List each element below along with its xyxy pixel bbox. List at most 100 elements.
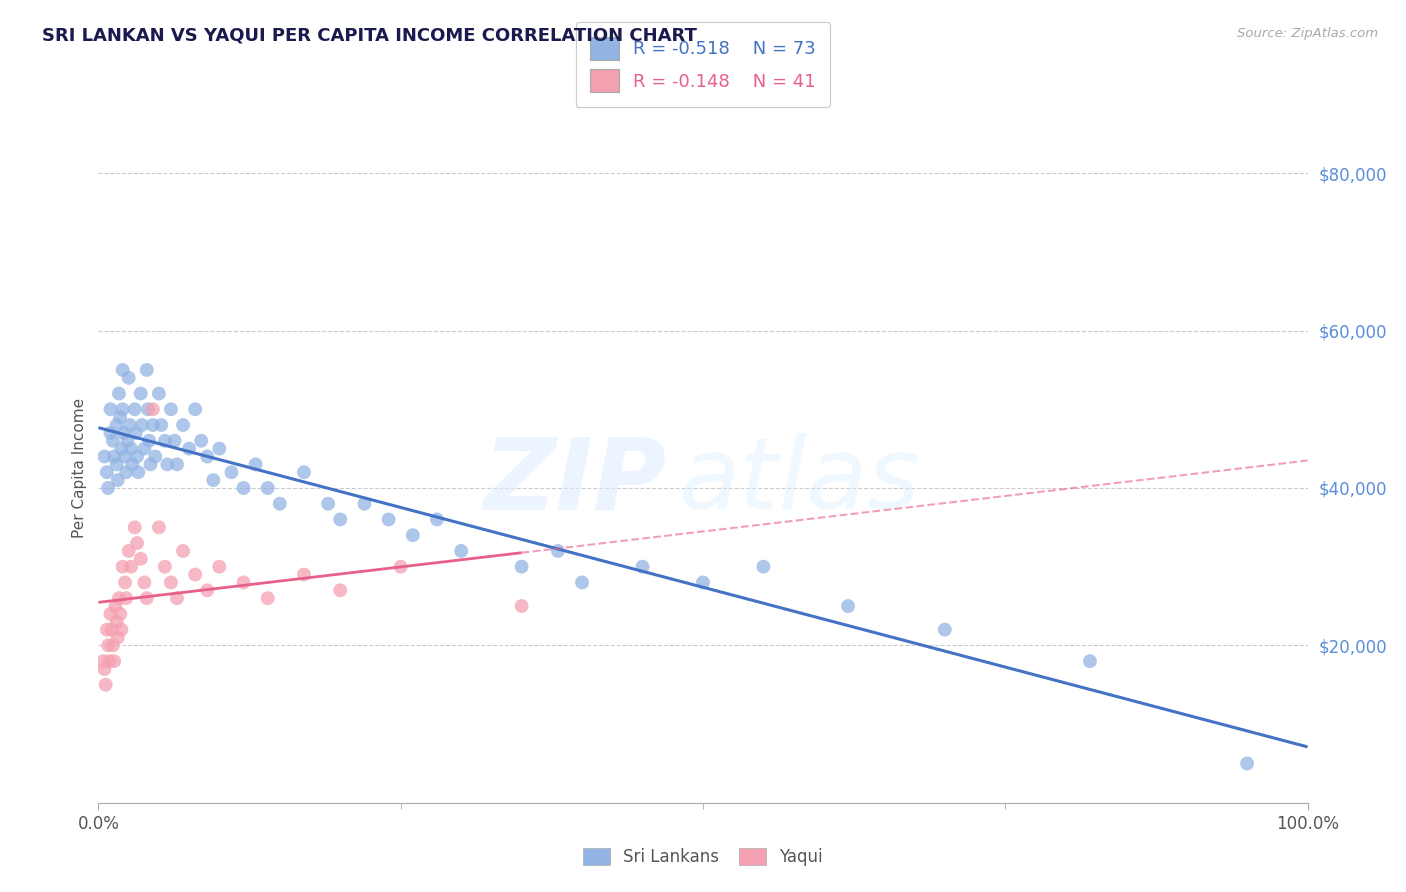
Legend: R = -0.518    N = 73, R = -0.148    N = 41: R = -0.518 N = 73, R = -0.148 N = 41 [575, 22, 831, 107]
Point [118, 371, 141, 385]
Point [110, 623, 132, 637]
Point [115, 591, 138, 606]
Point [97, 639, 120, 653]
Point [127, 450, 149, 464]
Point [510, 559, 533, 574]
Point [329, 583, 352, 598]
Point [143, 450, 166, 464]
Point [377, 512, 399, 526]
Point [134, 575, 156, 590]
Point [120, 442, 142, 456]
Point [256, 481, 278, 495]
Point [292, 567, 315, 582]
Point [160, 575, 183, 590]
Point [752, 559, 775, 574]
Point [631, 559, 654, 574]
Point [124, 402, 146, 417]
Y-axis label: Per Capita Income: Per Capita Income [72, 398, 87, 539]
Point [571, 575, 593, 590]
Point [105, 417, 128, 432]
Point [134, 442, 156, 456]
Point [426, 512, 449, 526]
Point [111, 402, 134, 417]
Point [114, 575, 136, 590]
Point [118, 417, 141, 432]
Point [124, 520, 146, 534]
Point [153, 434, 176, 448]
Point [202, 473, 225, 487]
Point [115, 465, 138, 479]
Point [91, 654, 114, 668]
Point [118, 544, 141, 558]
Point [150, 417, 173, 432]
Point [510, 599, 533, 613]
Point [547, 544, 569, 558]
Point [107, 473, 129, 487]
Point [94, 678, 117, 692]
Point [127, 465, 149, 479]
Point [353, 497, 375, 511]
Point [160, 402, 183, 417]
Point [96, 623, 118, 637]
Point [108, 410, 131, 425]
Legend: Sri Lankans, Yaqui: Sri Lankans, Yaqui [575, 840, 831, 875]
Point [100, 623, 122, 637]
Point [100, 425, 122, 440]
Point [148, 520, 170, 534]
Point [190, 434, 212, 448]
Point [172, 417, 194, 432]
Point [450, 544, 472, 558]
Point [127, 536, 149, 550]
Point [184, 402, 207, 417]
Point [166, 591, 188, 606]
Point [97, 481, 120, 495]
Point [232, 575, 254, 590]
Point [208, 442, 231, 456]
Point [121, 458, 143, 472]
Point [153, 559, 176, 574]
Point [131, 417, 153, 432]
Point [232, 481, 254, 495]
Point [163, 434, 186, 448]
Point [256, 591, 278, 606]
Point [117, 434, 139, 448]
Point [108, 607, 131, 621]
Point [136, 402, 159, 417]
Point [111, 559, 134, 574]
Point [104, 599, 127, 613]
Point [142, 417, 165, 432]
Point [837, 599, 859, 613]
Point [142, 402, 165, 417]
Point [148, 386, 170, 401]
Point [108, 386, 131, 401]
Point [184, 567, 207, 582]
Point [105, 615, 128, 629]
Point [111, 363, 134, 377]
Text: Source: ZipAtlas.com: Source: ZipAtlas.com [1237, 27, 1378, 40]
Point [245, 458, 267, 472]
Point [156, 458, 179, 472]
Point [114, 450, 136, 464]
Point [135, 591, 157, 606]
Point [129, 386, 152, 401]
Point [402, 528, 425, 542]
Point [101, 434, 124, 448]
Point [112, 425, 135, 440]
Point [316, 497, 339, 511]
Point [120, 559, 142, 574]
Point [138, 434, 160, 448]
Point [103, 450, 125, 464]
Point [139, 458, 162, 472]
Point [1078, 654, 1101, 668]
Point [101, 639, 124, 653]
Point [692, 575, 714, 590]
Point [195, 583, 218, 598]
Point [208, 559, 231, 574]
Point [135, 363, 157, 377]
Point [389, 559, 412, 574]
Point [1236, 756, 1258, 771]
Point [125, 425, 148, 440]
Point [177, 442, 201, 456]
Point [96, 465, 118, 479]
Point [103, 654, 125, 668]
